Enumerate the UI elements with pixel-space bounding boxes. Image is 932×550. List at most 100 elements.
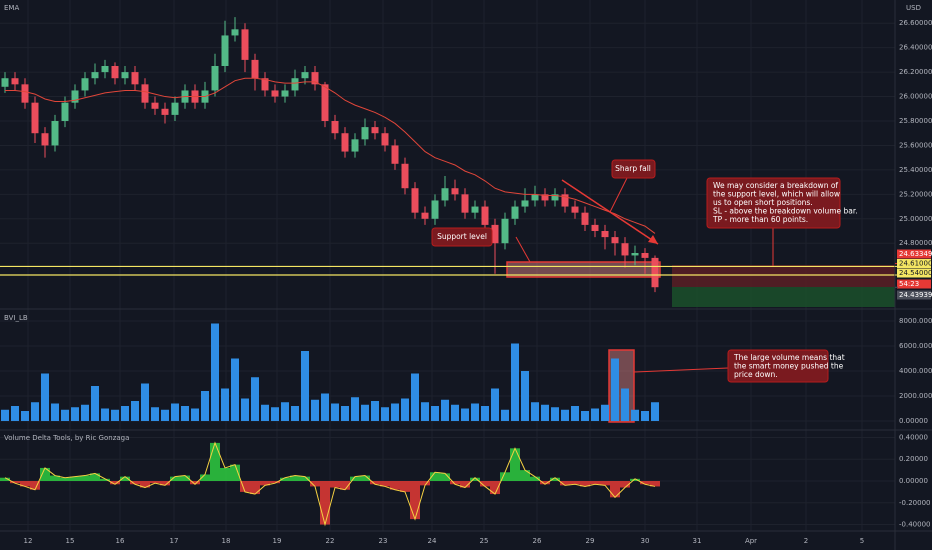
volume-bar [461,408,469,421]
axis: 12 15 16 17 18 19 22 23 24 25 26 29 30 31 Apr 2 526.6000… [24,19,932,545]
volume-bar [441,399,449,421]
callout-box [431,227,493,247]
candle-body [141,84,149,103]
note-text: TP - more than 60 points. [712,215,808,224]
candle-body [221,35,229,66]
delta-line [4,441,656,527]
volume-bar [321,393,329,421]
candle-body [21,84,29,103]
candle-body [581,212,589,225]
volume-bar [571,406,579,421]
candle-body [281,90,289,97]
volume-bar [171,403,179,421]
candle-body [161,108,169,115]
price-badge [897,279,931,289]
candle-body [111,66,119,79]
callout-box [727,349,829,383]
delta-fill [50,475,60,481]
candle-body [541,194,549,201]
price-badge-text: 24.54000 [899,269,932,277]
y-tick-label: 25.00000 [899,215,932,223]
candle-body [231,29,239,36]
price-badge [897,259,931,268]
volume-bar [611,358,619,421]
x-tick-label: 2 [804,537,808,545]
delta-fill [200,474,210,481]
x-tick-label: 24 [428,537,437,545]
volume-bar [41,373,49,421]
volume-bar [551,407,559,421]
arrow-head [648,235,658,244]
delta-fill [190,481,200,485]
volume-bar [51,403,59,421]
volume-bar [521,371,529,421]
delta-fill [250,481,260,495]
delta-fill [180,475,190,481]
candle-body [471,206,479,213]
currency: USD [906,4,921,12]
delta-fill [340,481,350,490]
candle-body [301,72,309,79]
delta-fill [600,481,610,486]
delta-fill [270,481,280,484]
delta-fill [430,472,440,481]
x-tick-label: 18 [222,537,231,545]
x-tick-label: Apr [745,537,757,545]
delta-fill [290,475,300,481]
candle-body [391,145,399,164]
callout-box [706,177,841,229]
y-tick-label: -0.40000 [899,521,930,529]
volume-bar [111,409,119,421]
ema-line [5,77,656,234]
delta-fill [30,481,40,490]
y-tick-label: 6000.00000 [899,342,932,350]
candle-body [631,253,639,256]
y-tick-label: 25.80000 [899,117,932,125]
delta-fill [470,477,480,481]
delta-fill [390,481,400,490]
volume-bar [651,402,659,421]
delta-fill [400,481,410,492]
candle-body [101,66,109,73]
volume-bar [591,408,599,421]
pane-title: BVI_LB [4,314,28,322]
volume-bar [631,409,639,421]
y-tick-label: 25.20000 [899,190,932,198]
delta-fill [460,481,470,488]
volume-bar [91,386,99,421]
candle-body [241,29,249,60]
delta-fill [140,481,150,488]
callout-line [515,236,531,263]
note-text: The large volume means that [733,353,845,362]
candle-body [151,102,159,109]
volume-bar [511,343,519,421]
candle-body [401,163,409,189]
candle-body [561,194,569,207]
candle-body [491,224,499,244]
delta-fill [560,481,570,486]
candle-body [361,127,369,140]
x-tick-label: 15 [66,537,75,545]
candle-body [341,133,349,152]
volume-bar [471,403,479,421]
delta-fill [280,477,290,481]
volume-bar [201,391,209,421]
volume-bar [481,406,489,421]
volume-bar [311,399,319,421]
target-zone [672,287,895,307]
price-badge-text: 24.63349 [899,250,932,258]
volume-bar [331,403,339,421]
candle-body [81,78,89,91]
volume-bar [151,407,159,421]
volume-bar [351,397,359,421]
delta-fill [110,481,120,485]
y-tick-label: 26.40000 [899,44,932,52]
candle-body [591,224,599,231]
delta-fill [640,481,650,485]
candle-body [451,188,459,195]
delta-fill [130,481,140,485]
delta-fill [160,481,170,486]
candle-body [91,72,99,79]
volume-bar [431,406,439,421]
candle-body [311,72,319,85]
